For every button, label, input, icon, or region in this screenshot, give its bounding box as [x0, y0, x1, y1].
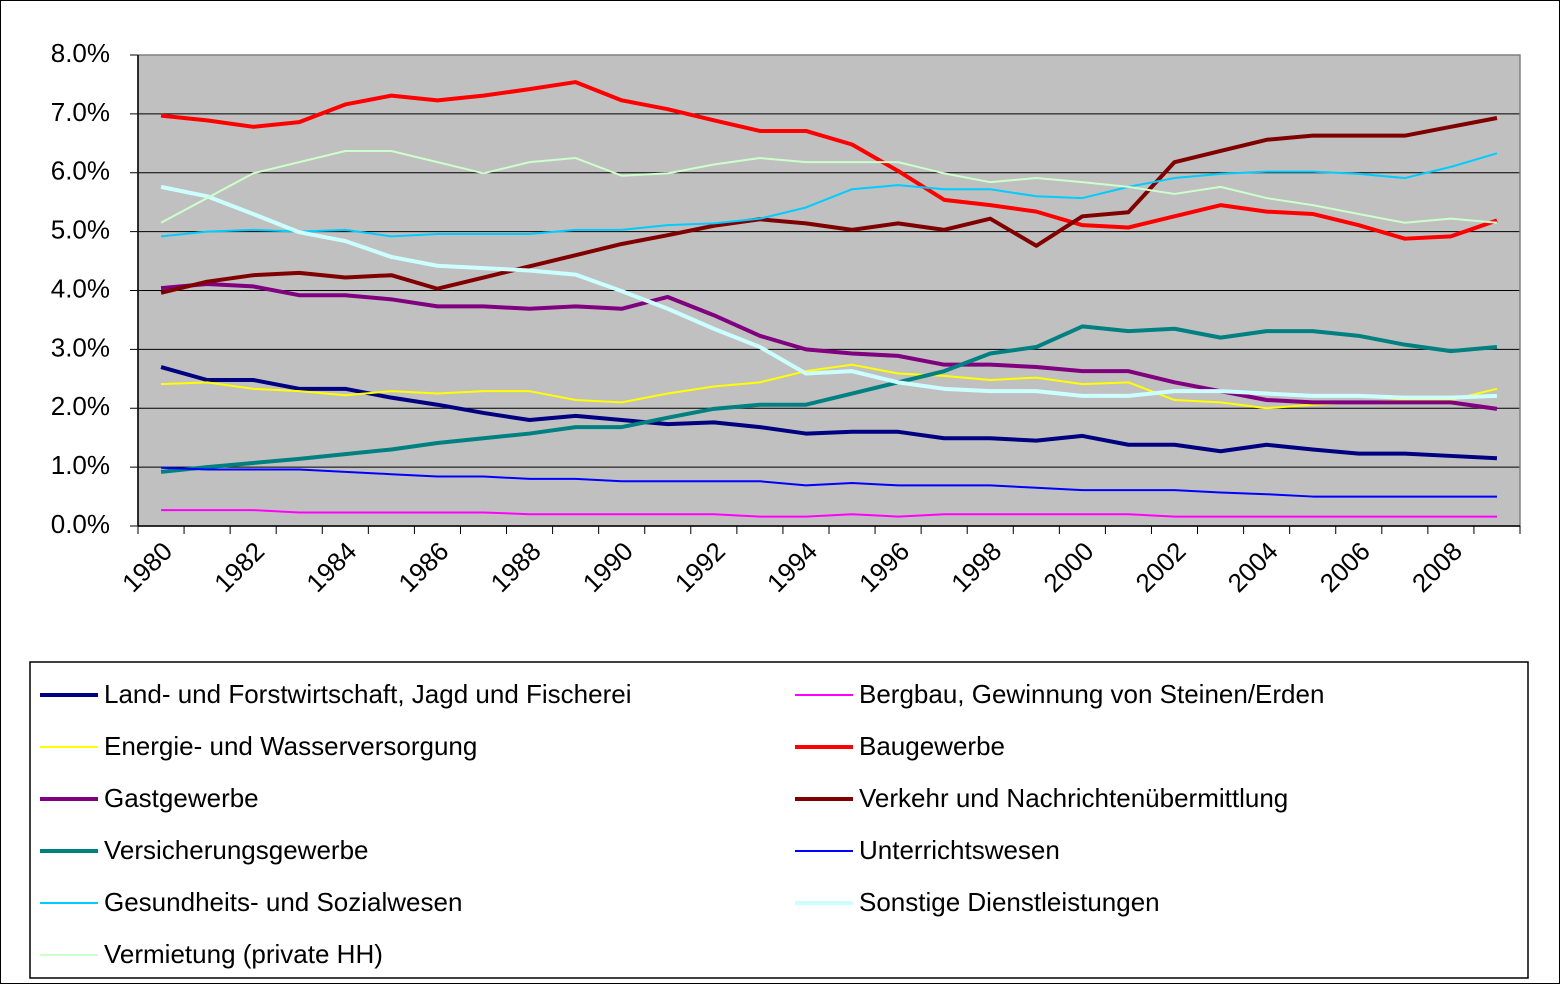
- series-line: [160, 149, 1498, 224]
- y-tick-label: 1.0%: [51, 450, 110, 480]
- series-line: [160, 152, 1498, 238]
- y-tick-label: 5.0%: [51, 215, 110, 245]
- series-line: [160, 80, 1498, 241]
- legend-label: Unterrichtswesen: [859, 835, 1060, 865]
- series-line: [160, 363, 1498, 410]
- legend-label: Gastgewerbe: [104, 783, 259, 813]
- y-tick-label: 0.0%: [51, 509, 110, 539]
- y-tick-label: 7.0%: [51, 97, 110, 127]
- series-line: [160, 184, 1498, 400]
- series-line: [160, 365, 1498, 461]
- legend-label: Verkehr und Nachrichtenübermittlung: [859, 783, 1288, 813]
- series-line: [160, 116, 1498, 295]
- legend-label: Land- und Forstwirtschaft, Jagd und Fisc…: [104, 679, 631, 709]
- legend-label: Versicherungsgewerbe: [104, 835, 369, 865]
- legend-label: Gesundheits- und Sozialwesen: [104, 887, 462, 917]
- y-tick-label: 3.0%: [51, 332, 110, 362]
- series-line: [160, 466, 1497, 498]
- y-tick-label: 2.0%: [51, 391, 110, 421]
- legend-label: Baugewerbe: [859, 731, 1005, 761]
- series-line: [160, 324, 1498, 474]
- series-line: [161, 509, 1497, 518]
- legend-box: [29, 661, 1529, 979]
- legend-label: Vermietung (private HH): [104, 939, 383, 969]
- series-line: [160, 282, 1498, 411]
- y-tick-label: 4.0%: [51, 273, 110, 303]
- legend-label: Sonstige Dienstleistungen: [859, 887, 1160, 917]
- legend-label: Energie- und Wasserversorgung: [104, 731, 477, 761]
- y-tick-label: 6.0%: [51, 156, 110, 186]
- y-tick-label: 8.0%: [51, 38, 110, 68]
- legend-label: Bergbau, Gewinnung von Steinen/Erden: [859, 679, 1324, 709]
